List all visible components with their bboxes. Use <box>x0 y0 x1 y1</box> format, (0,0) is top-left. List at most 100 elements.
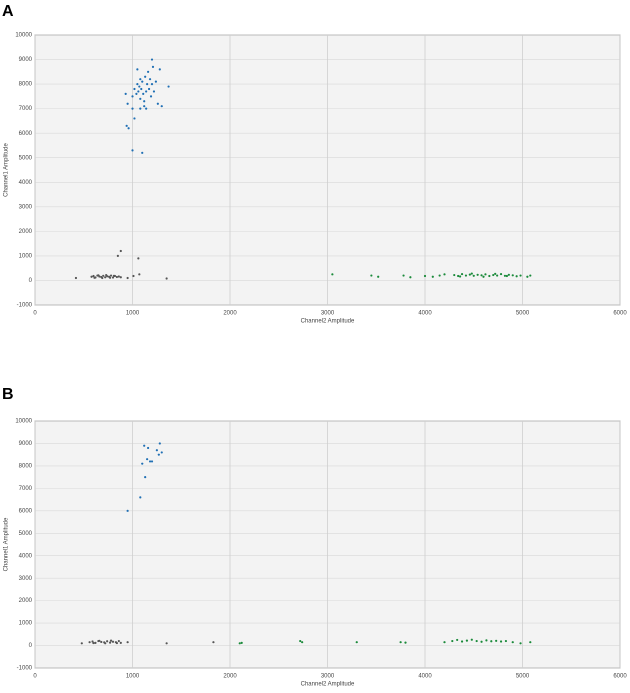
point <box>485 639 488 642</box>
point <box>167 85 170 88</box>
point <box>301 641 304 644</box>
point <box>137 90 140 93</box>
point <box>132 274 135 278</box>
point <box>80 642 83 645</box>
point <box>140 87 143 91</box>
point <box>156 102 159 105</box>
point <box>423 274 427 278</box>
point <box>399 641 402 644</box>
point <box>131 149 134 152</box>
point <box>100 640 103 644</box>
point <box>93 276 96 279</box>
point <box>147 70 150 73</box>
point <box>240 641 243 644</box>
x-tick-label: 6000 <box>613 311 627 317</box>
point <box>148 460 152 463</box>
point <box>119 249 122 253</box>
point <box>459 275 462 278</box>
y-tick-label: 3000 <box>19 576 33 582</box>
point <box>402 274 405 277</box>
point <box>139 107 142 110</box>
point <box>144 75 147 78</box>
point <box>142 92 145 96</box>
point <box>139 496 142 499</box>
point <box>331 273 334 276</box>
point <box>488 274 491 278</box>
point <box>98 639 101 642</box>
point <box>460 640 464 643</box>
point <box>126 276 129 280</box>
point <box>127 127 130 130</box>
x-tick-label: 1000 <box>126 311 140 317</box>
point <box>154 80 157 83</box>
point <box>370 274 373 277</box>
point <box>88 641 91 644</box>
point <box>511 274 514 277</box>
x-tick-label: 1000 <box>126 674 140 680</box>
point <box>507 273 510 276</box>
point <box>138 85 141 88</box>
point <box>519 642 522 645</box>
panel-label: B <box>2 386 14 403</box>
panel-label: A <box>2 3 14 20</box>
point <box>503 274 507 277</box>
point <box>158 68 161 71</box>
point <box>139 78 142 81</box>
point <box>519 274 522 277</box>
point <box>150 460 154 463</box>
y-tick-label: 8000 <box>19 82 33 88</box>
y-tick-label: 1000 <box>19 621 33 627</box>
y-tick-label: 4000 <box>19 553 33 559</box>
x-tick-label: 3000 <box>321 674 335 680</box>
point <box>126 102 129 105</box>
point <box>165 642 168 645</box>
point <box>453 273 456 277</box>
point <box>108 276 112 279</box>
y-tick-label: 1000 <box>19 253 33 259</box>
point <box>490 640 493 643</box>
x-axis-title: Channel2 Amplitude <box>301 682 355 688</box>
point <box>109 639 113 642</box>
point <box>115 641 118 645</box>
point <box>492 273 495 277</box>
point <box>136 82 139 86</box>
point <box>126 509 129 512</box>
point <box>133 87 136 91</box>
y-tick-label: 6000 <box>19 131 33 137</box>
point <box>91 640 94 643</box>
point <box>484 273 487 276</box>
y-tick-label: 3000 <box>19 204 33 210</box>
point <box>158 442 161 445</box>
point <box>468 273 471 276</box>
point <box>135 92 138 96</box>
point <box>472 274 475 277</box>
point <box>119 276 122 279</box>
point <box>111 640 115 643</box>
x-tick-label: 2000 <box>223 311 237 317</box>
point <box>443 273 446 276</box>
x-tick-label: 5000 <box>516 311 530 317</box>
y-tick-label: 7000 <box>19 106 33 112</box>
point <box>90 275 93 278</box>
point <box>102 274 105 277</box>
y-tick-label: 10000 <box>15 419 32 425</box>
point <box>141 151 144 154</box>
point <box>212 641 215 644</box>
y-tick-label: 0 <box>29 278 33 284</box>
point <box>111 276 115 279</box>
point <box>117 275 120 278</box>
point <box>438 274 441 277</box>
point <box>138 273 141 276</box>
point <box>511 641 514 644</box>
point <box>141 462 144 465</box>
point <box>116 254 119 258</box>
point <box>457 274 460 278</box>
point <box>151 65 155 69</box>
point <box>74 276 78 280</box>
point <box>104 642 107 645</box>
point <box>355 641 358 644</box>
point <box>160 451 163 454</box>
y-tick-label: -1000 <box>17 666 33 672</box>
